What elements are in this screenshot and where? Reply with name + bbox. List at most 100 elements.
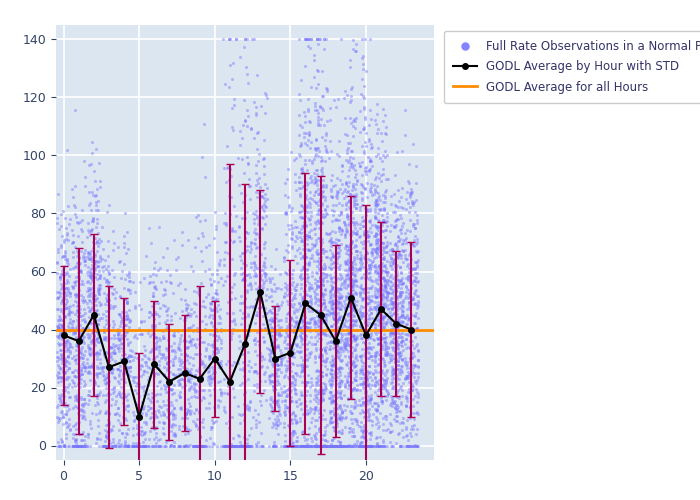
Point xyxy=(346,186,358,194)
Point xyxy=(222,442,233,450)
Point xyxy=(115,392,126,400)
Point xyxy=(363,339,374,347)
Point xyxy=(366,245,377,253)
Point xyxy=(312,217,323,225)
Point xyxy=(300,36,311,44)
Point xyxy=(346,160,357,168)
Point xyxy=(71,419,82,427)
Point xyxy=(272,366,283,374)
Point xyxy=(372,315,383,323)
Point xyxy=(91,355,102,363)
Point xyxy=(400,392,412,400)
Point xyxy=(303,156,314,164)
Point xyxy=(312,367,323,375)
Point xyxy=(391,393,402,401)
Point xyxy=(281,364,293,372)
Point xyxy=(309,175,321,183)
Point xyxy=(218,442,229,450)
Point xyxy=(230,212,241,220)
Point xyxy=(334,252,345,260)
Point xyxy=(327,442,338,450)
Point xyxy=(386,338,398,345)
Point xyxy=(412,236,423,244)
Point xyxy=(97,392,108,400)
Point xyxy=(300,442,312,450)
Point xyxy=(147,278,158,286)
Point xyxy=(366,442,377,450)
Point xyxy=(379,267,391,275)
Point xyxy=(55,352,66,360)
Point xyxy=(142,402,153,410)
Point xyxy=(316,263,327,271)
Point xyxy=(295,316,307,324)
Point xyxy=(92,434,103,442)
Point xyxy=(150,429,162,437)
Point xyxy=(290,218,301,226)
Point xyxy=(389,298,400,306)
Point xyxy=(346,442,358,450)
Point xyxy=(59,442,70,450)
Point xyxy=(384,251,395,259)
Point xyxy=(346,409,357,417)
Point xyxy=(162,366,173,374)
Point xyxy=(377,218,388,226)
Point xyxy=(366,191,377,199)
Point xyxy=(358,149,370,157)
Point xyxy=(354,206,365,214)
Point xyxy=(377,313,388,321)
Point xyxy=(379,282,390,290)
Point xyxy=(342,281,353,289)
Point xyxy=(390,408,401,416)
Point xyxy=(354,308,365,316)
Point xyxy=(406,354,417,362)
Point xyxy=(382,426,393,434)
Point xyxy=(164,442,175,450)
Point xyxy=(382,268,393,276)
Point xyxy=(311,36,322,44)
Point xyxy=(300,160,311,168)
Point xyxy=(402,330,413,338)
Point xyxy=(312,331,323,339)
Point xyxy=(294,302,305,310)
Point xyxy=(104,438,116,446)
Point xyxy=(303,228,314,236)
Point xyxy=(71,442,82,450)
Point xyxy=(344,320,355,328)
Point xyxy=(270,342,281,350)
Point xyxy=(297,360,308,368)
Point xyxy=(325,236,336,244)
Point xyxy=(342,338,353,346)
Point xyxy=(62,278,74,286)
Point xyxy=(94,355,105,363)
Point xyxy=(319,436,330,444)
Point xyxy=(98,334,109,342)
Point xyxy=(327,278,338,286)
Point xyxy=(370,246,382,254)
Point xyxy=(101,316,112,324)
Point xyxy=(311,442,322,450)
Point xyxy=(66,354,78,362)
Point xyxy=(158,350,169,358)
Point xyxy=(300,397,311,405)
Point xyxy=(327,360,338,368)
Point xyxy=(109,400,120,408)
Point xyxy=(309,242,320,250)
Point xyxy=(407,337,418,345)
Point xyxy=(72,232,83,240)
Point xyxy=(344,64,356,72)
Point xyxy=(74,442,85,450)
Point xyxy=(121,367,132,375)
Point xyxy=(229,227,240,235)
Point xyxy=(381,378,392,386)
Point xyxy=(228,442,239,450)
Point xyxy=(85,274,96,282)
Point xyxy=(379,303,391,311)
Point xyxy=(200,442,211,450)
Point xyxy=(370,120,382,128)
Point xyxy=(161,382,172,390)
Point xyxy=(267,382,278,390)
Point xyxy=(183,424,194,432)
Point xyxy=(309,442,321,450)
Point xyxy=(392,304,403,312)
Point xyxy=(151,339,162,347)
